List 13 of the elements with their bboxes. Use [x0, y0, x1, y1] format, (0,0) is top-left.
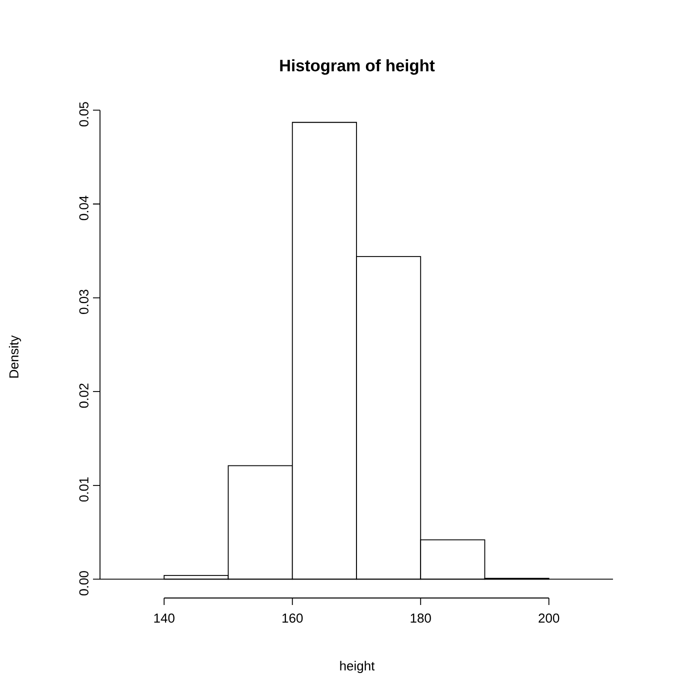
y-axis-title: Density — [8, 335, 22, 378]
y-tick-label: 0.00 — [79, 571, 88, 596]
x-tick-label: 200 — [538, 614, 560, 623]
y-tick-label: 0.03 — [79, 290, 88, 314]
y-tick-label: 0.02 — [79, 384, 88, 408]
x-axis-title: height — [340, 660, 375, 674]
y-tick-label: 0.05 — [79, 102, 88, 126]
x-tick-label: 180 — [410, 614, 431, 623]
x-tick-label: 140 — [154, 614, 174, 623]
x-tick-label: 160 — [282, 614, 303, 623]
y-tick-label: 0.01 — [79, 477, 88, 502]
y-tick-label: 0.04 — [79, 196, 88, 220]
chart-title: Histogram of height — [280, 59, 435, 75]
